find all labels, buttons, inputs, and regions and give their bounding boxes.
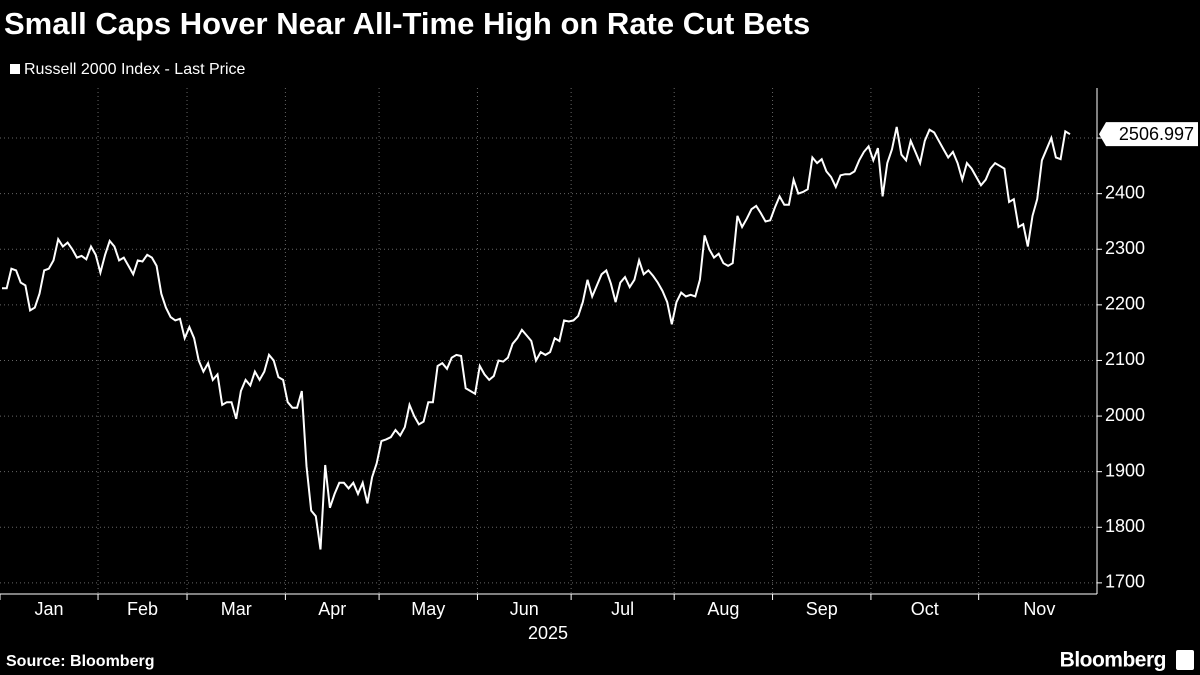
source: Source: Bloomberg bbox=[6, 653, 154, 670]
y-tick-label: 2400 bbox=[1105, 182, 1145, 202]
legend-label: Russell 2000 Index - Last Price bbox=[24, 61, 246, 78]
y-tick-label: 1800 bbox=[1105, 516, 1145, 536]
x-tick-label: Jan bbox=[34, 599, 63, 619]
x-tick-label: Jun bbox=[510, 599, 539, 619]
y-tick-label: 2300 bbox=[1105, 238, 1145, 258]
x-tick-label: Feb bbox=[127, 599, 158, 619]
y-tick-label: 1700 bbox=[1105, 572, 1145, 592]
price-line bbox=[2, 126, 1071, 550]
y-tick-label: 2200 bbox=[1105, 294, 1145, 314]
y-tick-label: 2100 bbox=[1105, 349, 1145, 369]
x-tick-label: Sep bbox=[806, 599, 838, 619]
y-tick-label: 2000 bbox=[1105, 405, 1145, 425]
chart-title: Small Caps Hover Near All-Time High on R… bbox=[4, 6, 810, 41]
x-tick-label: Jul bbox=[611, 599, 634, 619]
brand-icon bbox=[1176, 650, 1194, 670]
x-tick-label: Oct bbox=[911, 599, 939, 619]
x-tick-label: Apr bbox=[318, 599, 346, 619]
x-tick-label: Aug bbox=[707, 599, 739, 619]
x-tick-label: May bbox=[411, 599, 445, 619]
legend-swatch bbox=[10, 64, 20, 74]
last-price-label: 2506.997 bbox=[1119, 124, 1194, 144]
x-axis-label: 2025 bbox=[528, 623, 568, 643]
x-tick-label: Mar bbox=[221, 599, 252, 619]
x-tick-label: Nov bbox=[1023, 599, 1055, 619]
last-price-box bbox=[1099, 122, 1198, 147]
y-tick-label: 1900 bbox=[1105, 460, 1145, 480]
brand: Bloomberg bbox=[1060, 649, 1166, 672]
